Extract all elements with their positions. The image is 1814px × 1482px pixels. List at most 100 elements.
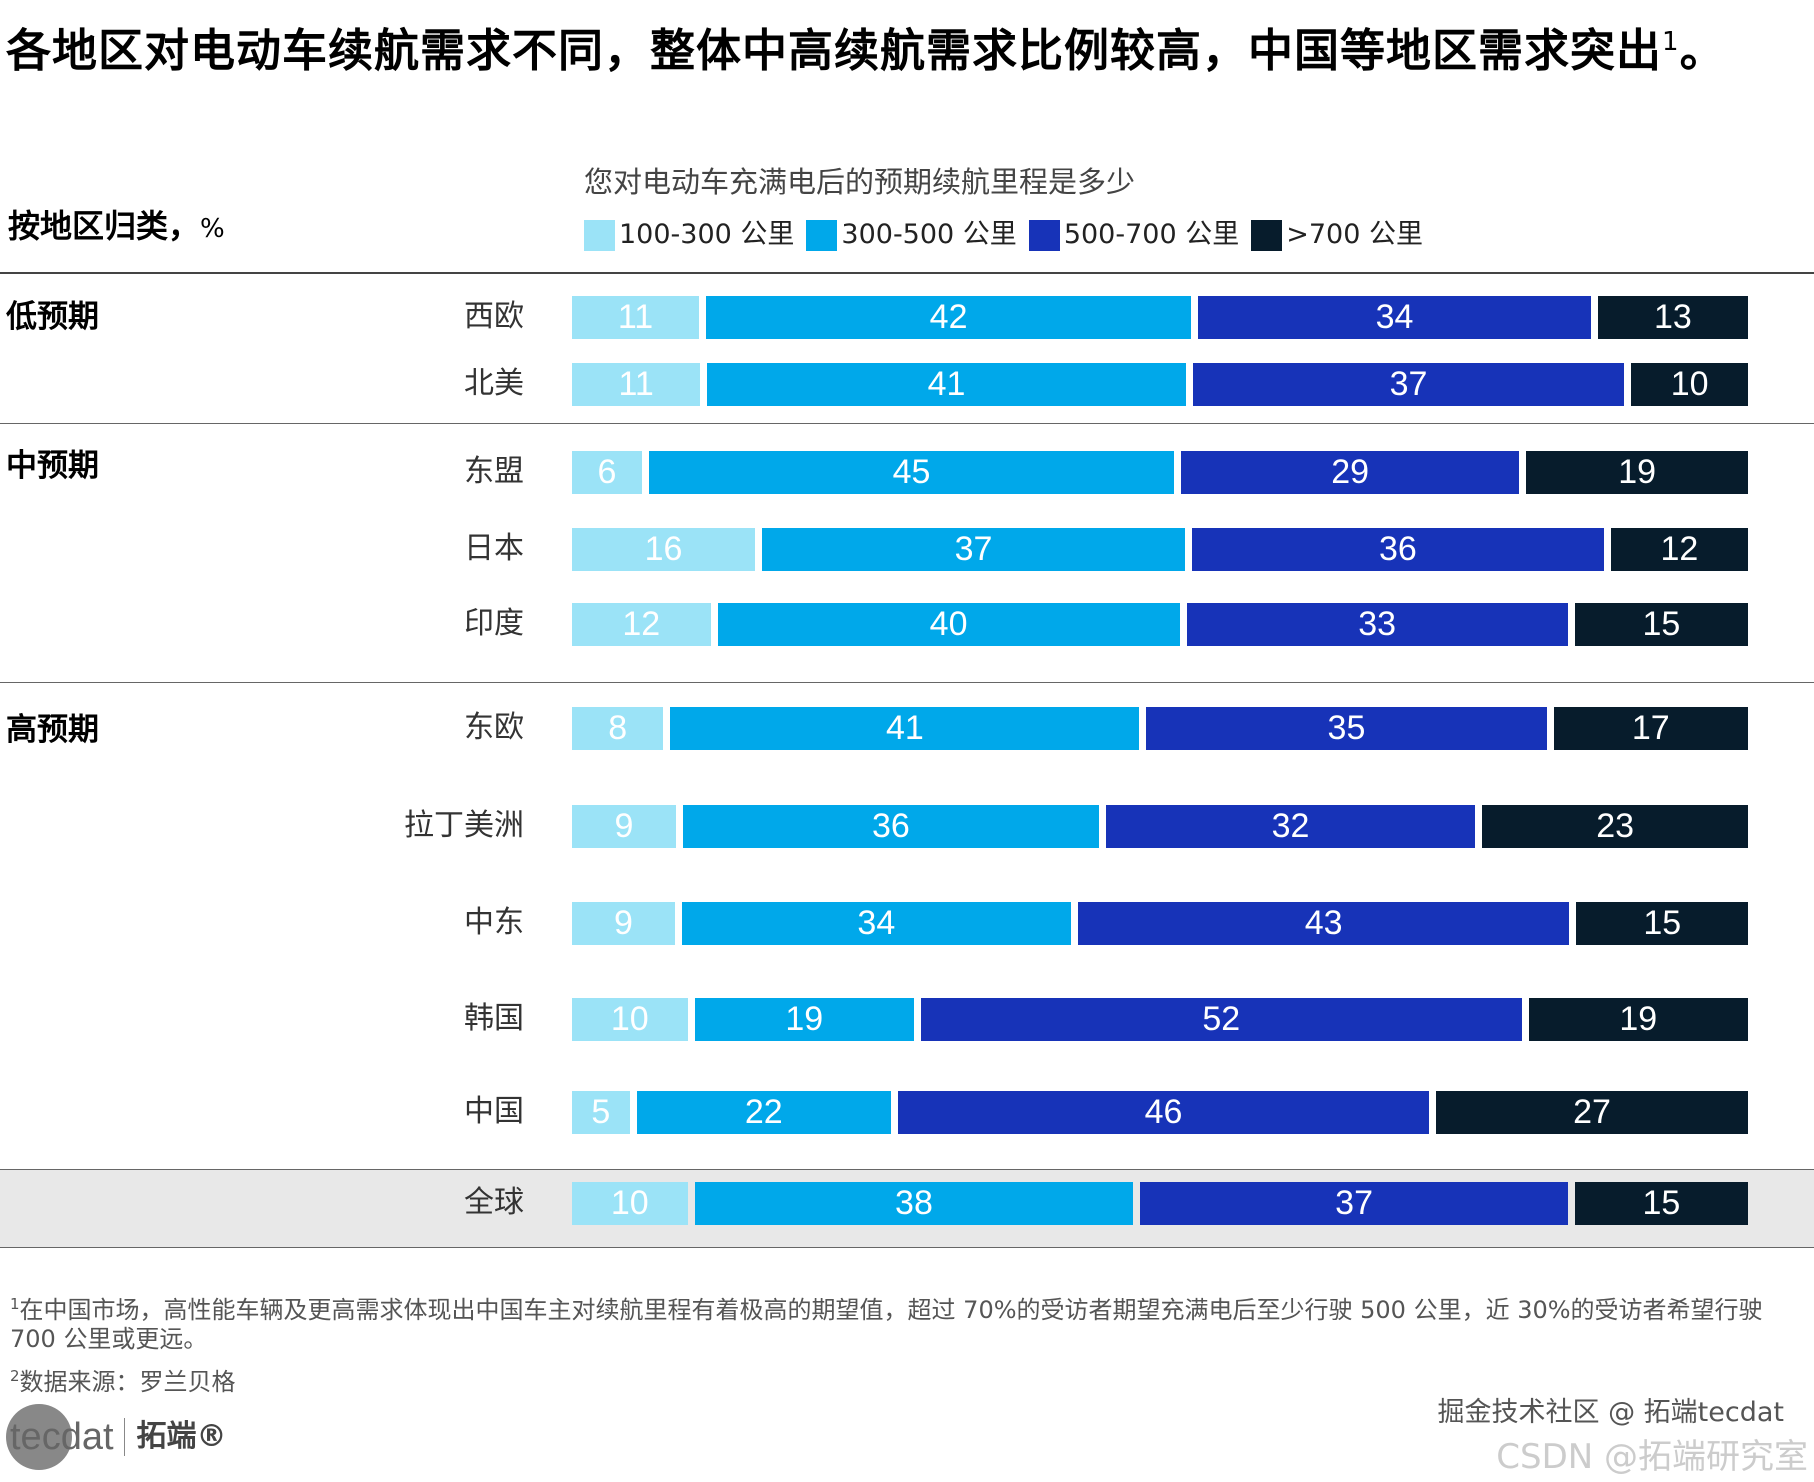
bar-row: 10 38 37 15 [572, 1182, 1748, 1225]
group-label: 高预期 [6, 712, 99, 748]
logo-circle-icon [6, 1404, 72, 1470]
legend-item: 300-500 公里 [806, 218, 1017, 252]
legend-label: 100-300 公里 [619, 219, 795, 250]
title-end: 。 [1679, 24, 1726, 77]
page-title: 各地区对电动车续航需求不同，整体中高续航需求比例较高，中国等地区需求突出1。 [6, 14, 1806, 79]
region-label: 东盟 [464, 454, 524, 489]
bar-segment: 41 [670, 707, 1140, 750]
bar-segment: 27 [1436, 1091, 1748, 1134]
region-label: 中东 [464, 905, 524, 940]
logo-cn: 拓端® [123, 1418, 227, 1456]
bar-segment: 23 [1482, 805, 1748, 848]
bar-segment: 12 [572, 603, 711, 646]
bar-segment: 15 [1574, 603, 1748, 646]
bar-segment: 16 [572, 528, 755, 571]
legend-item: >700 公里 [1251, 218, 1423, 252]
footnote-2: 2数据来源：罗兰贝格 [10, 1362, 1810, 1397]
bar-segment: 43 [1077, 902, 1570, 945]
bar-segment: 8 [572, 707, 664, 750]
bar-segment: 33 [1186, 603, 1568, 646]
legend-swatch [806, 219, 838, 251]
divider [0, 682, 1814, 683]
chart-title: 您对电动车充满电后的预期续航里程是多少 [584, 165, 1136, 199]
footnote-sup: 2 [10, 1367, 20, 1385]
bar-segment: 22 [636, 1091, 891, 1134]
bar-segment: 17 [1553, 707, 1748, 750]
watermark-csdn: CSDN @拓端研究室 [1496, 1437, 1808, 1477]
bar-segment: 32 [1105, 805, 1476, 848]
bar-row: 8 41 35 17 [572, 707, 1748, 750]
legend: 100-300 公里 300-500 公里 500-700 公里 >700 公里 [584, 218, 1435, 252]
bar-row: 11 41 37 10 [572, 363, 1748, 406]
footnote-text: 在中国市场，高性能车辆及更高需求体现出中国车主对续航里程有着极高的期望值，超过 … [10, 1296, 1763, 1353]
bar-segment: 10 [1631, 363, 1748, 406]
footnote-text: 数据来源：罗兰贝格 [19, 1368, 236, 1396]
bar-segment: 6 [572, 451, 642, 494]
region-label: 拉丁美洲 [404, 808, 524, 843]
group-label: 低预期 [6, 299, 99, 335]
bar-segment: 38 [694, 1182, 1134, 1225]
bar-segment: 52 [920, 998, 1522, 1041]
region-label: 东欧 [464, 710, 524, 745]
bar-row: 16 37 36 12 [572, 528, 1749, 571]
title-footnote-ref: 1 [1662, 27, 1680, 57]
bar-segment: 9 [572, 805, 676, 848]
bar-segment: 12 [1610, 528, 1749, 571]
logo-text: tecdat [10, 1416, 114, 1458]
region-label: 日本 [464, 531, 524, 566]
bar-segment: 13 [1597, 296, 1748, 339]
bar-segment: 11 [572, 296, 700, 339]
title-text: 各地区对电动车续航需求不同，整体中高续航需求比例较高，中国等地区需求突出 [6, 24, 1663, 77]
group-label: 中预期 [6, 448, 99, 484]
bar-segment: 36 [1192, 528, 1604, 571]
bar-segment: 15 [1574, 1182, 1748, 1225]
bar-segment: 40 [717, 603, 1180, 646]
footnotes: 1在中国市场，高性能车辆及更高需求体现出中国车主对续航里程有着极高的期望值，超过… [10, 1290, 1810, 1405]
bar-row: 5 22 46 27 [572, 1091, 1748, 1134]
bar-segment: 10 [572, 1182, 688, 1225]
region-label: 韩国 [464, 1001, 524, 1036]
bar-segment: 46 [897, 1091, 1430, 1134]
bar-segment: 37 [761, 528, 1186, 571]
region-label: 中国 [464, 1094, 524, 1129]
legend-item: 100-300 公里 [584, 218, 794, 252]
bar-segment: 34 [1198, 296, 1591, 339]
bar-segment: 35 [1146, 707, 1547, 750]
bar-segment: 5 [572, 1091, 630, 1134]
bar-row: 9 34 43 15 [572, 902, 1748, 945]
bar-segment: 37 [1140, 1182, 1568, 1225]
bar-segment: 11 [572, 363, 701, 406]
legend-swatch [584, 219, 615, 251]
footnote-1: 1在中国市场，高性能车辆及更高需求体现出中国车主对续航里程有着极高的期望值，超过… [10, 1290, 1810, 1354]
bar-segment: 10 [572, 998, 688, 1041]
bar-segment: 45 [649, 451, 1174, 494]
bar-segment: 19 [1528, 998, 1748, 1041]
bar-segment: 42 [706, 296, 1192, 339]
watermark: 掘金技术社区 @ 拓端tecdat [1437, 1397, 1784, 1428]
legend-swatch [1251, 219, 1283, 251]
legend-label: 300-500 公里 [841, 219, 1017, 250]
subtitle-unit: % [200, 214, 225, 244]
bar-segment: 19 [1526, 451, 1748, 494]
legend-label: 500-700 公里 [1063, 219, 1240, 250]
bar-segment: 9 [572, 902, 675, 945]
bar-row: 12 40 33 15 [572, 603, 1748, 646]
region-label: 北美 [464, 366, 524, 401]
bar-segment: 29 [1181, 451, 1520, 494]
region-label: 全球 [464, 1185, 524, 1220]
subtitle-text: 按地区归类， [8, 207, 201, 245]
bar-segment: 37 [1192, 363, 1625, 406]
divider [0, 423, 1814, 424]
legend-item: 500-700 公里 [1028, 218, 1240, 252]
bar-segment: 34 [681, 902, 1071, 945]
region-label: 西欧 [464, 299, 524, 334]
legend-label: >700 公里 [1286, 219, 1423, 250]
bar-row: 6 45 29 19 [572, 451, 1748, 494]
legend-swatch [1028, 219, 1060, 251]
footnote-sup: 1 [10, 1295, 20, 1313]
subtitle: 按地区归类，% [8, 206, 225, 249]
bar-row: 9 36 32 23 [572, 805, 1748, 848]
tecdat-logo: tecdat 拓端® [6, 1404, 227, 1470]
bar-segment: 19 [694, 998, 914, 1041]
bar-segment: 41 [707, 363, 1186, 406]
